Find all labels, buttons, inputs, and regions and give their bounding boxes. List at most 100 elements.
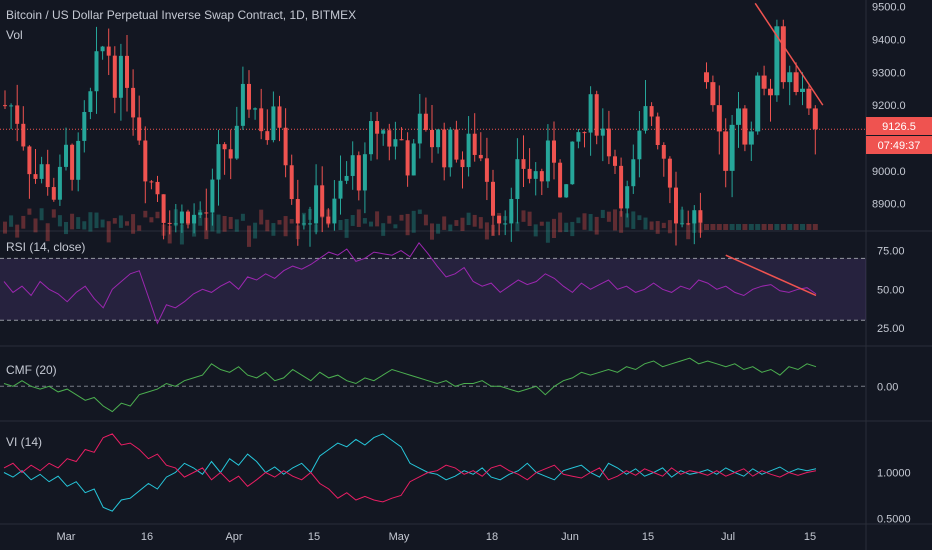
volume-bar <box>289 218 294 224</box>
volume-bar <box>576 217 581 224</box>
volume-bar <box>503 216 508 221</box>
candle-body <box>283 127 288 166</box>
candle-body <box>460 159 465 168</box>
price-axis[interactable]: 9500.0 9400.0 9300.0 9200.0 9000.0 8900.0 <box>872 2 906 211</box>
volume-bar <box>655 221 660 234</box>
volume-bar <box>381 223 386 236</box>
volume-bar <box>631 211 636 229</box>
series-line-cmf <box>3 357 817 413</box>
candle-body <box>787 72 793 83</box>
candle-body <box>350 155 355 176</box>
candle-body <box>643 106 648 131</box>
candle-body <box>271 106 276 141</box>
volume-bar <box>742 224 748 230</box>
volume-bar <box>387 215 392 224</box>
volume-bar <box>723 224 729 230</box>
volume-bar <box>649 221 654 230</box>
cmf-axis[interactable]: 0.00 <box>877 381 898 393</box>
candle-body <box>405 140 410 176</box>
volume-bar <box>375 211 380 227</box>
volume-bar <box>710 224 716 230</box>
rsi-pane[interactable] <box>0 241 866 325</box>
candle-body <box>173 223 178 225</box>
candle-body <box>259 108 264 132</box>
tick-label: 0.5000 <box>877 513 911 525</box>
volume-bar <box>161 224 166 236</box>
volume-bar <box>112 218 117 224</box>
volume-bar <box>222 216 227 232</box>
candle-body <box>106 46 111 56</box>
candle-body <box>613 156 617 166</box>
tick-label: 25.00 <box>877 323 905 335</box>
candle-body <box>430 129 434 148</box>
volume-bar <box>57 215 62 227</box>
volume-bar <box>283 216 288 237</box>
volume-bar <box>253 222 258 239</box>
candle-body <box>600 128 605 136</box>
candle-body <box>265 131 270 141</box>
volume-bar <box>588 214 593 231</box>
volume-bar <box>326 209 331 225</box>
price-pane[interactable] <box>0 2 866 247</box>
candle-body <box>137 117 142 141</box>
volume-bar <box>436 223 441 234</box>
volume-bar <box>399 214 404 221</box>
candle-body <box>539 171 544 182</box>
candle-body <box>198 212 203 215</box>
candle-body <box>655 116 660 146</box>
candle-body <box>509 198 514 224</box>
price-tick-label: 9000.0 <box>872 166 906 178</box>
candle-body <box>545 140 550 182</box>
vi-pane[interactable] <box>3 433 817 512</box>
candle-body <box>742 108 748 145</box>
volume-bar <box>277 220 282 225</box>
rsi-axis[interactable]: 75.00 50.00 25.00 <box>877 246 905 335</box>
volume-bar <box>478 217 483 229</box>
volume-bar <box>787 224 793 230</box>
time-tick-label: Apr <box>225 531 242 543</box>
cmf-pane[interactable] <box>0 357 866 413</box>
candle-body <box>649 106 654 117</box>
volume-bar <box>600 209 605 219</box>
candle-body <box>491 181 495 216</box>
volume-bar <box>149 217 154 223</box>
candle-body <box>369 121 373 155</box>
candle-body <box>533 171 538 179</box>
vi-axis[interactable]: 1.0000 0.5000 <box>877 468 911 526</box>
candle-body <box>295 199 300 224</box>
volume-bar <box>680 209 685 224</box>
volume-bar <box>466 212 471 226</box>
volume-bar <box>661 222 666 229</box>
candle-body <box>594 94 599 136</box>
candle-body <box>356 155 361 191</box>
volume-bar <box>271 223 276 236</box>
candle-body <box>167 222 172 224</box>
candle-body <box>9 105 14 107</box>
price-tick-label: 9200.0 <box>872 100 906 112</box>
volume-bar <box>806 224 812 230</box>
candle-body <box>484 158 489 182</box>
candle-body <box>88 91 93 113</box>
candle-body <box>755 75 761 132</box>
candle-body <box>503 223 508 225</box>
time-axis[interactable]: Mar 16 Apr 15 May 18 Jun 15 Jul 15 <box>57 531 817 543</box>
volume-bar <box>308 208 312 220</box>
volume-bar <box>173 209 178 227</box>
volume-bar <box>27 208 32 215</box>
volume-bar <box>606 211 611 222</box>
volume-bar <box>793 224 799 230</box>
candle-body <box>768 88 773 96</box>
volume-bar <box>39 208 44 221</box>
candle-body <box>423 113 428 130</box>
candle-body <box>552 140 556 163</box>
volume-bar <box>344 218 349 238</box>
time-tick-label: Jun <box>561 531 579 543</box>
candle-body <box>399 139 404 141</box>
volume-bar <box>442 216 447 230</box>
volume-bar <box>179 224 184 245</box>
candle-body <box>240 83 245 126</box>
candle-body <box>204 212 209 214</box>
countdown-value: 07:49:37 <box>878 140 921 152</box>
